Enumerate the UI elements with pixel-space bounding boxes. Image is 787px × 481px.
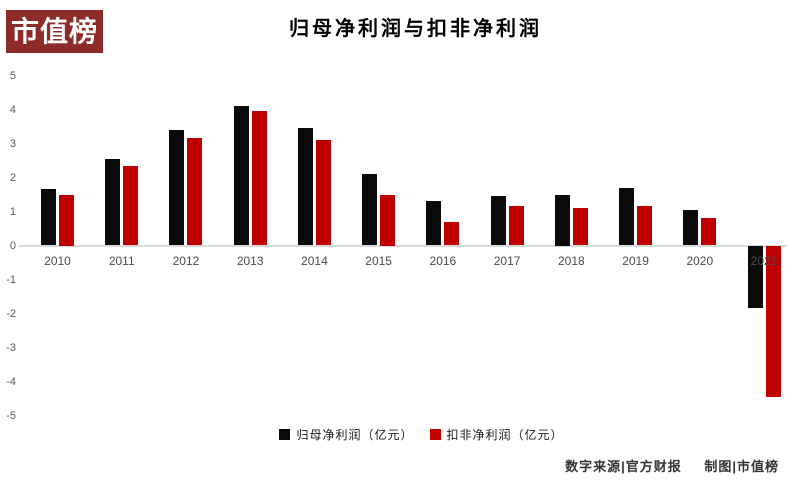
legend: 归母净利润（亿元） 扣非净利润（亿元） [56,426,787,443]
legend-item-net-profit: 归母净利润（亿元） [279,426,413,443]
bar-net-profit [554,194,570,246]
legend-label-non-recurring-profit: 扣非净利润（亿元） [446,428,564,442]
bar-non-recurring-profit [444,221,460,246]
x-axis-label: 2019 [622,254,649,268]
legend-label-net-profit: 归母净利润（亿元） [296,428,414,442]
x-axis-label: 2011 [108,254,135,268]
y-axis-label: 1 [9,205,16,218]
bar-non-recurring-profit [251,111,267,246]
bar-net-profit [683,209,699,246]
y-axis: 5 4 3 2 1 0 -1 -2 -3 -4 -5 [0,0,18,481]
legend-swatch-black [279,429,291,440]
legend-swatch-red [429,429,441,440]
bar-net-profit [747,245,763,309]
bar-non-recurring-profit [315,140,331,246]
y-axis-label: 2 [9,171,16,184]
chart-title: 归母净利润与扣非净利润 [289,18,542,40]
x-axis-label: 2010 [44,254,71,268]
credit-label: 制图|市值榜 [704,459,779,474]
bar-non-recurring-profit [380,194,396,246]
bar-net-profit [490,196,506,246]
bar-net-profit [297,128,313,246]
bar-non-recurring-profit [572,208,588,246]
bar-non-recurring-profit [637,206,653,246]
bar-non-recurring-profit [59,194,74,246]
x-axis-label: 2015 [365,254,392,268]
bar-non-recurring-profit [701,218,717,246]
x-axis-label: 2014 [301,254,328,268]
y-axis-label: -3 [6,341,16,354]
y-axis-label: -2 [6,307,16,320]
x-axis-label: 2017 [493,254,521,268]
x-axis-label: 2013 [236,254,264,268]
y-axis-label: -1 [6,273,16,286]
legend-item-non-recurring-profit: 扣非净利润（亿元） [429,426,564,443]
y-axis-label: 0 [9,239,16,252]
bar-non-recurring-profit [187,138,203,246]
y-axis-label: 5 [9,69,16,82]
bar-non-recurring-profit [123,165,139,246]
bar-net-profit [169,129,185,246]
bar-net-profit [105,158,121,246]
source-credit: 数字来源|官方财报 制图|市值榜 [565,456,779,475]
bar-net-profit [362,174,378,246]
bar-non-recurring-profit [508,206,524,246]
y-axis-label: -4 [6,375,16,388]
bar-net-profit [426,201,442,246]
bar-net-profit [233,106,249,246]
y-axis-label: -5 [6,409,16,422]
x-axis-label: 2020 [686,254,714,268]
brand-logo: 市值榜 [6,10,104,53]
bar-net-profit [619,187,635,246]
x-axis-line [19,245,787,247]
x-axis-label: 2012 [172,254,200,268]
bar-net-profit [41,189,56,246]
data-source-label: 数字来源|官方财报 [565,459,682,474]
x-axis-label: 2021 [750,254,778,268]
bar-non-recurring-profit [765,245,781,397]
y-axis-label: 4 [9,103,16,116]
x-axis-label: 2016 [429,254,457,268]
x-axis-label: 2018 [557,254,585,268]
y-axis-label: 3 [9,137,16,150]
